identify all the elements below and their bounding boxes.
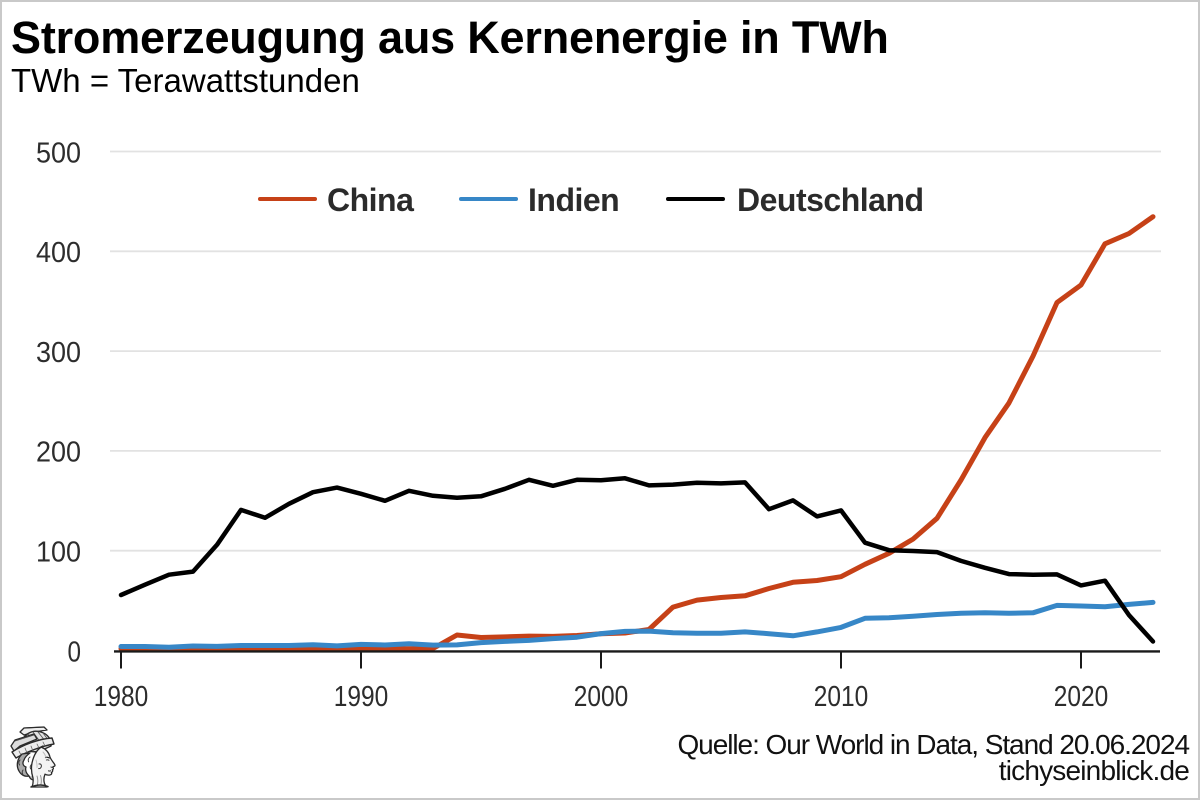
svg-text:300: 300	[36, 337, 81, 369]
svg-text:2010: 2010	[814, 681, 869, 713]
svg-text:1980: 1980	[94, 681, 149, 713]
svg-text:200: 200	[36, 437, 81, 469]
svg-text:500: 500	[36, 137, 81, 169]
svg-text:400: 400	[36, 237, 81, 269]
svg-text:100: 100	[36, 537, 81, 569]
svg-text:2000: 2000	[574, 681, 629, 713]
svg-text:2020: 2020	[1054, 681, 1109, 713]
svg-text:0: 0	[68, 636, 82, 668]
svg-text:1990: 1990	[334, 681, 389, 713]
